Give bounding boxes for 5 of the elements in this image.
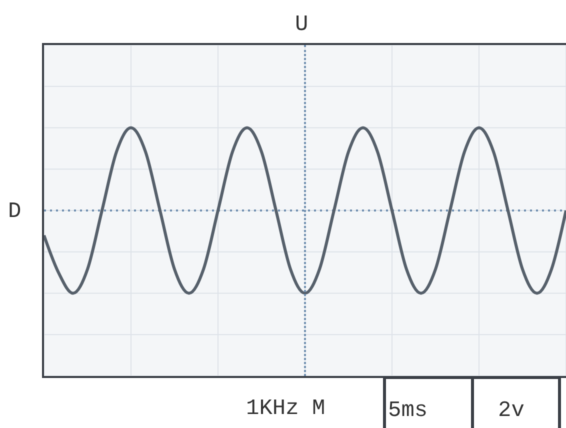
text: D <box>8 198 22 224</box>
text: 1KHz M <box>246 396 326 421</box>
text: 2v <box>498 398 524 423</box>
text: U <box>295 12 308 37</box>
text: 5ms <box>388 398 428 423</box>
